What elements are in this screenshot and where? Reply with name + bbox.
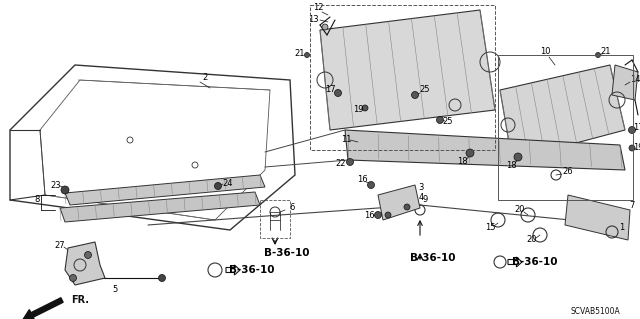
Text: SCVAB5100A: SCVAB5100A	[570, 308, 620, 316]
Circle shape	[385, 212, 391, 218]
Circle shape	[374, 211, 381, 219]
Text: 7: 7	[629, 201, 635, 210]
Bar	[310, 5, 495, 150]
Circle shape	[412, 92, 419, 99]
Text: 19: 19	[633, 144, 640, 152]
Text: B-36-10: B-36-10	[229, 265, 275, 275]
Polygon shape	[60, 192, 260, 222]
Text: 9: 9	[422, 196, 428, 204]
Circle shape	[595, 53, 600, 57]
Circle shape	[346, 159, 353, 166]
Text: 22: 22	[336, 159, 346, 167]
Text: 24: 24	[223, 179, 233, 188]
Text: 11: 11	[340, 136, 351, 145]
Text: 15: 15	[484, 224, 495, 233]
Text: 16: 16	[356, 175, 367, 184]
Circle shape	[466, 149, 474, 157]
Text: 23: 23	[51, 181, 61, 189]
Text: 6: 6	[289, 204, 294, 212]
Text: B-36-10: B-36-10	[512, 257, 557, 267]
Circle shape	[628, 127, 636, 133]
Bar	[498, 55, 633, 200]
Circle shape	[404, 204, 410, 210]
Text: 2: 2	[202, 73, 207, 83]
Text: 21: 21	[295, 48, 305, 57]
Text: 13: 13	[308, 16, 318, 25]
Text: 3: 3	[419, 183, 424, 192]
Text: 16: 16	[364, 211, 374, 219]
Text: B-36-10: B-36-10	[264, 248, 310, 258]
Text: 25: 25	[420, 85, 430, 94]
Text: 21: 21	[601, 48, 611, 56]
Circle shape	[159, 275, 166, 281]
Circle shape	[629, 145, 635, 151]
Polygon shape	[65, 175, 265, 205]
Polygon shape	[565, 195, 630, 240]
Text: 20: 20	[527, 235, 537, 244]
Text: 18: 18	[506, 161, 516, 170]
Text: 27: 27	[54, 241, 65, 249]
Text: 17: 17	[324, 85, 335, 94]
Polygon shape	[378, 185, 420, 220]
Circle shape	[305, 53, 310, 57]
Text: 20: 20	[515, 205, 525, 214]
Circle shape	[214, 182, 221, 189]
Text: 18: 18	[457, 158, 467, 167]
Text: 1: 1	[620, 224, 625, 233]
Circle shape	[70, 275, 77, 281]
Circle shape	[61, 186, 69, 194]
Circle shape	[335, 90, 342, 97]
Text: 17: 17	[633, 123, 640, 132]
Polygon shape	[65, 242, 105, 285]
Circle shape	[322, 24, 328, 30]
Circle shape	[362, 105, 368, 111]
Polygon shape	[320, 10, 495, 130]
Text: 26: 26	[563, 167, 573, 176]
Circle shape	[367, 182, 374, 189]
FancyArrow shape	[23, 298, 63, 319]
Circle shape	[84, 251, 92, 258]
Circle shape	[514, 153, 522, 161]
Bar	[260, 200, 290, 238]
Polygon shape	[612, 65, 638, 100]
Text: 5: 5	[113, 286, 118, 294]
Text: 19: 19	[353, 106, 364, 115]
Text: 25: 25	[443, 117, 453, 127]
Text: B-36-10: B-36-10	[410, 253, 456, 263]
Text: 14: 14	[630, 76, 640, 85]
Text: 10: 10	[540, 48, 550, 56]
Polygon shape	[500, 65, 625, 160]
Text: 12: 12	[313, 4, 323, 12]
Circle shape	[436, 116, 444, 123]
Text: FR.: FR.	[71, 295, 89, 305]
Text: 4: 4	[419, 194, 424, 203]
Text: 8: 8	[35, 196, 40, 204]
Polygon shape	[345, 130, 625, 170]
